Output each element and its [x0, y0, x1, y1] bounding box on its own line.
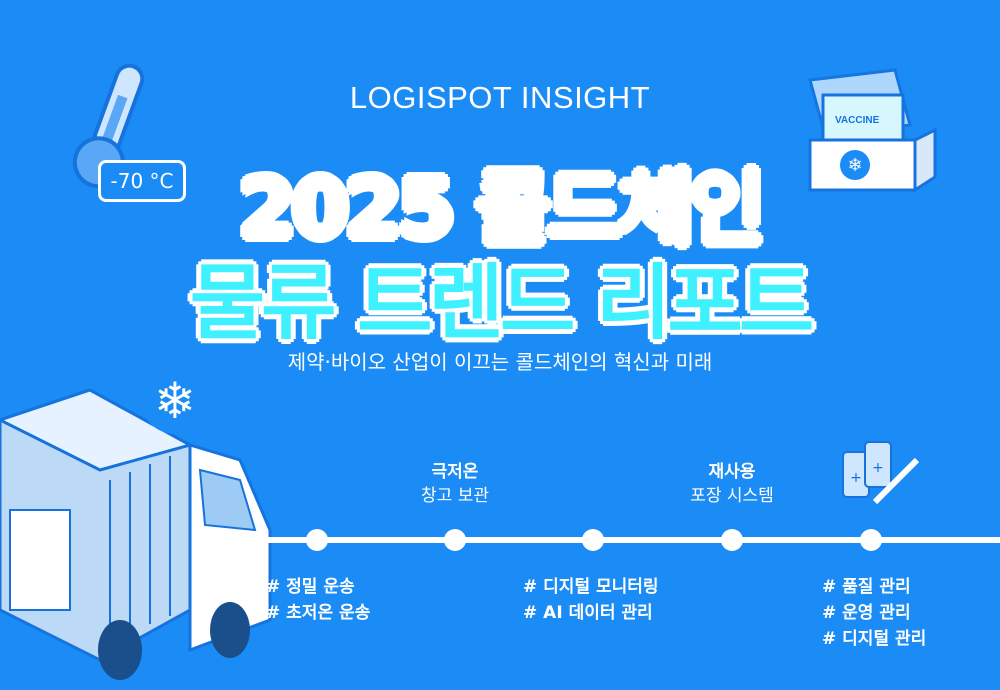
snowflake-icon: ❄: [154, 372, 196, 430]
tag: # 운영 관리: [822, 603, 911, 623]
brand-title: LOGISPOT INSIGHT: [349, 80, 651, 115]
label-text: 창고 보관: [421, 486, 489, 506]
temperature-badge: -70 °C: [98, 160, 186, 202]
tag: # 초저온 운송: [266, 603, 371, 623]
tag: # 디지털 모니터링: [523, 577, 659, 597]
tag-group: # 정밀 운송 # 초저온 운송: [266, 574, 370, 626]
vaccine-label: VACCINE: [835, 115, 880, 126]
svg-text:+: +: [850, 470, 862, 486]
subtitle: 제약·바이오 산업이 이끄는 콜드체인의 혁신과 미래: [287, 350, 713, 374]
timeline-label: 극저온 창고 보관: [385, 460, 525, 508]
headline-line-2: 물류 트렌드 리포트: [188, 254, 817, 353]
svg-text:❄: ❄: [847, 155, 862, 176]
cooler-box-icon: VACCINE ❄: [808, 68, 937, 193]
tag: # 정밀 운송: [266, 577, 355, 597]
timeline-dot: [860, 529, 882, 551]
tag-group: # 품질 관리 # 운영 관리 # 디지털 관리: [822, 574, 926, 652]
label-text: 포장 시스템: [690, 486, 774, 506]
label-bold: 극저온: [431, 462, 479, 482]
vaccine-vials-icon: + +: [842, 441, 920, 505]
timeline-track: [240, 537, 1000, 543]
label-bold: 재사용: [708, 462, 756, 482]
tag: # AI 데이터 관리: [523, 603, 653, 623]
svg-text:+: +: [872, 460, 884, 476]
timeline-dot: [721, 529, 743, 551]
timeline-dot: [306, 529, 328, 551]
tag: # 품질 관리: [822, 577, 911, 597]
tag: # 디지털 관리: [822, 629, 927, 649]
tag-group: # 디지털 모니터링 # AI 데이터 관리: [523, 574, 659, 626]
headline-line-1: 2025 콜드체인: [237, 160, 768, 259]
timeline-dot: [444, 529, 466, 551]
truck-icon: ❄: [0, 366, 272, 680]
timeline-dot: [582, 529, 604, 551]
timeline-label: 재사용 포장 시스템: [662, 460, 802, 508]
